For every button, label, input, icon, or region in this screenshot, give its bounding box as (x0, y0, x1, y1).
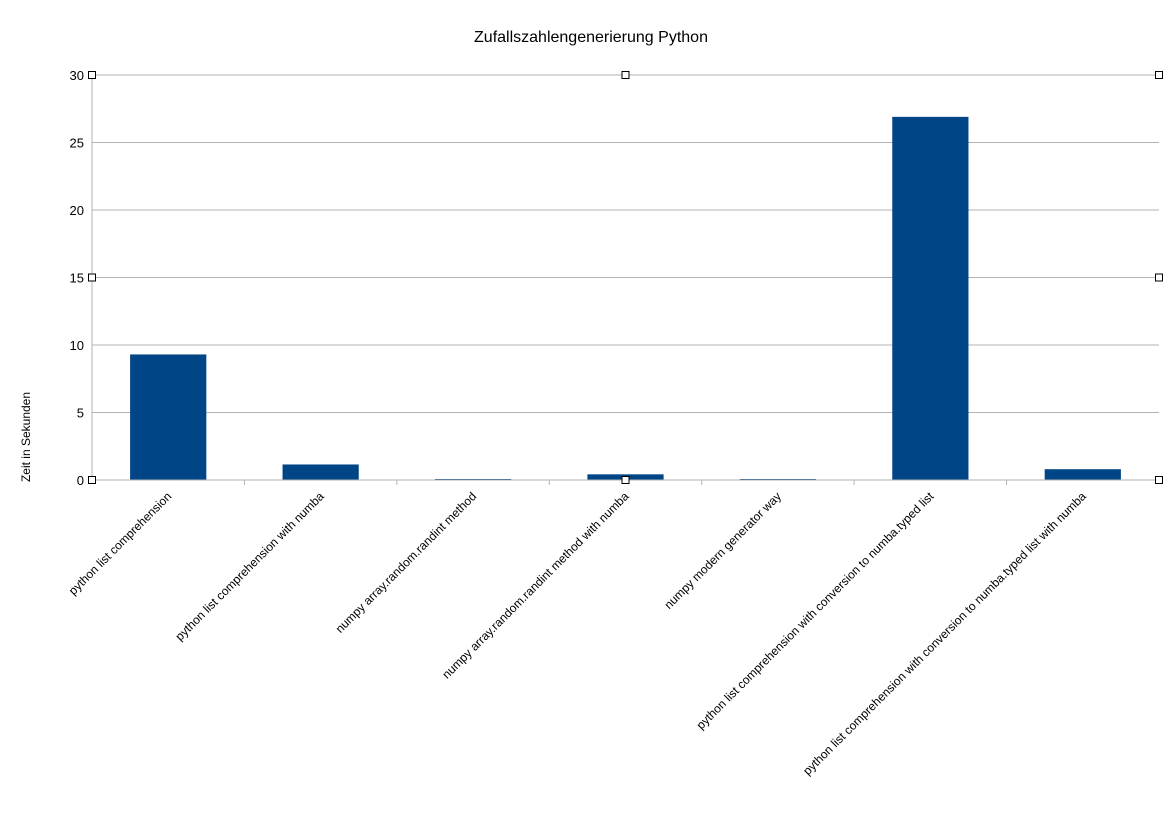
resize-handle[interactable] (1155, 273, 1163, 282)
resize-handle[interactable] (1155, 476, 1163, 484)
x-tick-label: numpy array.random.randint method with n… (439, 489, 631, 681)
x-tick-label: numpy modern generator way (661, 489, 784, 612)
bar (1044, 469, 1121, 480)
x-tick-label: python list comprehension with conversio… (800, 489, 1089, 778)
resize-handle[interactable] (88, 71, 96, 79)
x-tick-label: python list comprehension with conversio… (694, 489, 937, 732)
y-tick-labels: 0 5 10 15 20 25 30 (70, 68, 84, 488)
resize-handle[interactable] (1155, 71, 1163, 79)
y-tick-label: 30 (70, 68, 84, 83)
gridlines (92, 74, 1159, 413)
bar (892, 116, 969, 480)
x-tick-label: python list comprehension with numba (173, 489, 327, 643)
resize-handle[interactable] (621, 71, 630, 79)
axes (91, 75, 1159, 485)
resize-handle[interactable] (621, 476, 630, 484)
y-tick-label: 15 (70, 271, 84, 286)
y-tick-label: 20 (70, 203, 84, 218)
y-tick-label: 0 (77, 473, 84, 488)
bars (130, 116, 1121, 480)
x-tick-label: numpy array.random.randint method (333, 489, 480, 636)
y-axis-title: Zeit in Sekunden (19, 392, 33, 482)
resize-handle[interactable] (88, 476, 96, 484)
bar (130, 354, 207, 480)
y-tick-label: 25 (70, 136, 84, 151)
resize-handle[interactable] (88, 273, 96, 282)
x-tick-label: python list comprehension (66, 489, 174, 597)
y-tick-label: 5 (77, 406, 84, 421)
y-tick-label: 10 (70, 338, 84, 353)
bar (282, 464, 359, 480)
chart-title: Zufallszahlengenerierung Python (474, 29, 708, 46)
selection-handles[interactable] (88, 71, 1163, 484)
